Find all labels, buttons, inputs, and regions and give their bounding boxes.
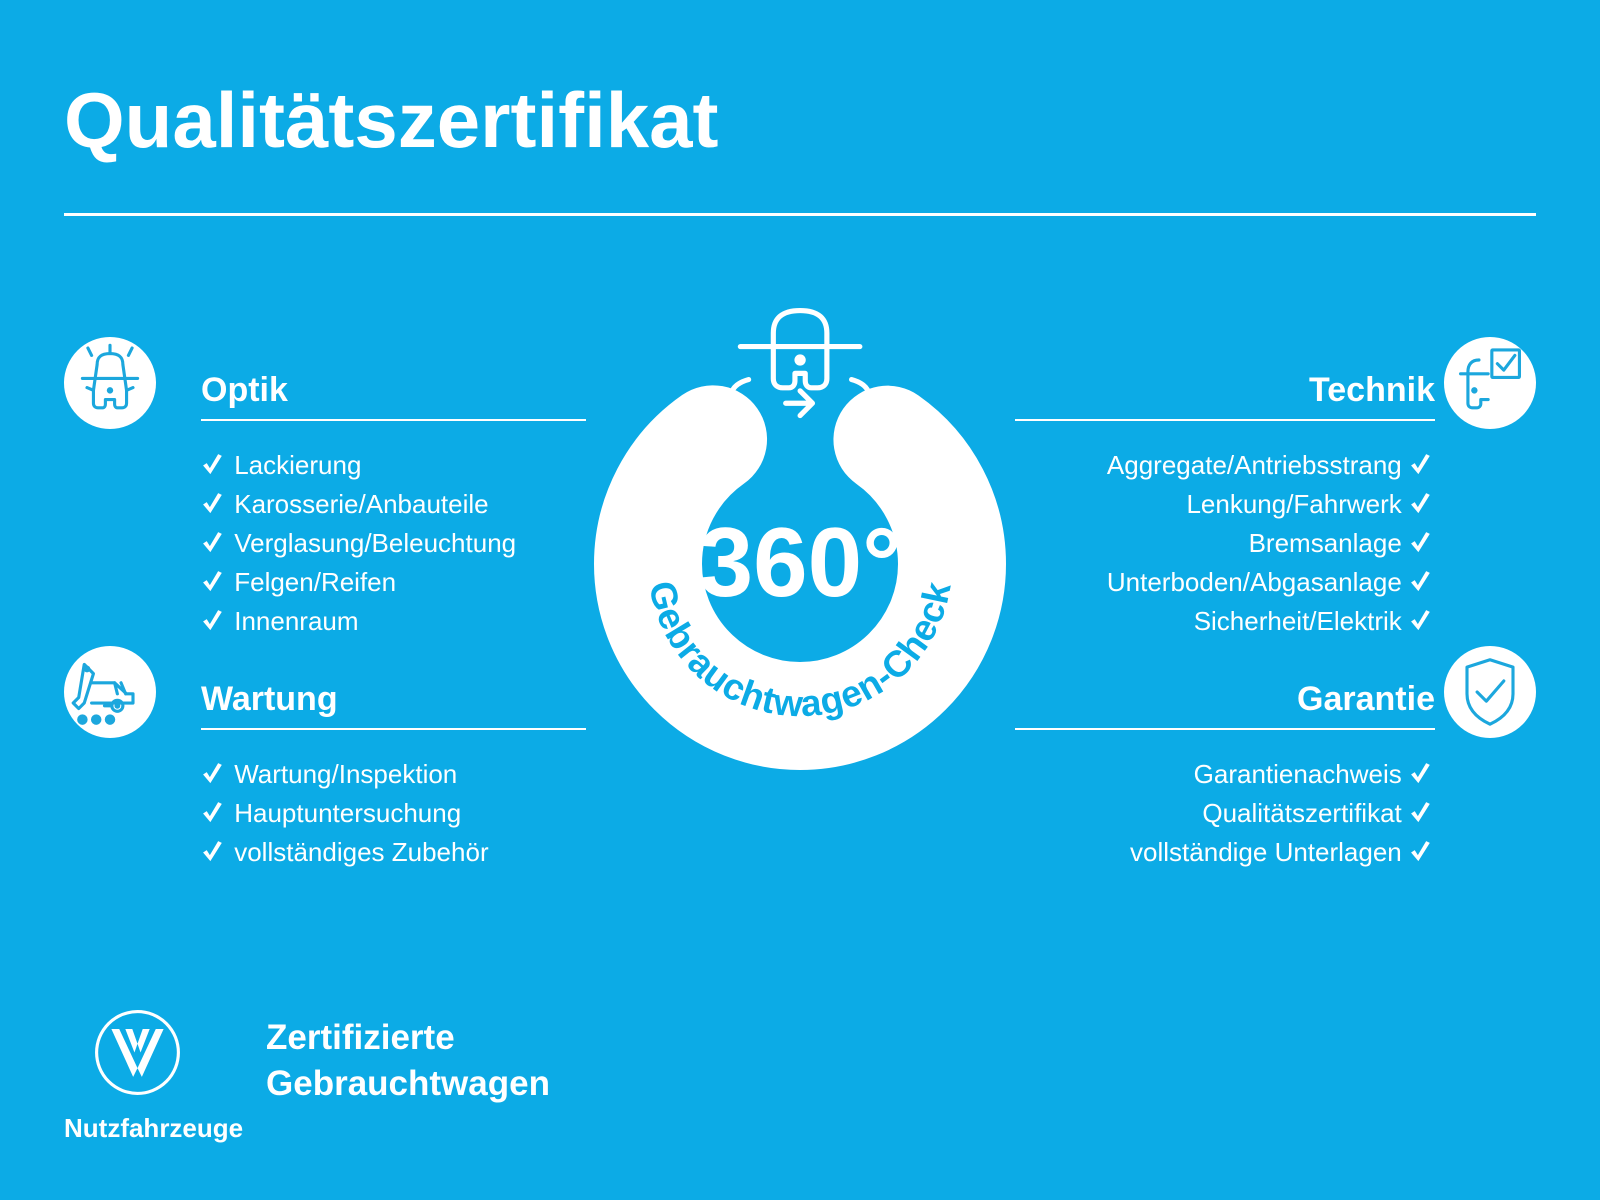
svg-text:360°: 360° <box>699 507 902 617</box>
